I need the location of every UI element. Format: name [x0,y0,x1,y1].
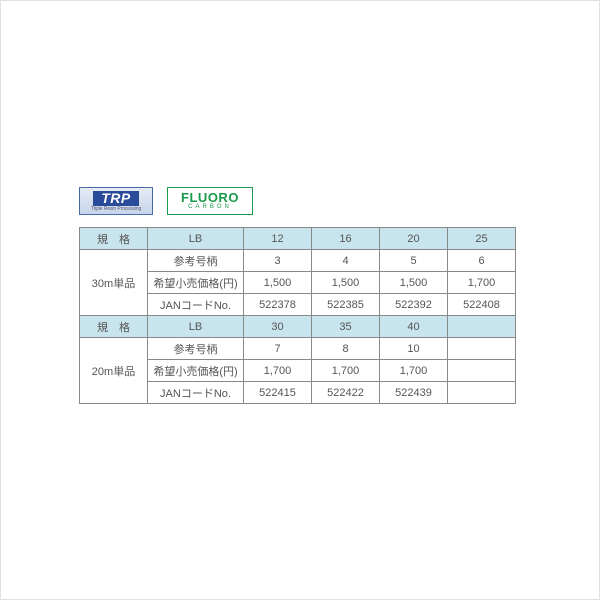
lb-cell: 16 [312,228,380,250]
lb-cell: 20 [380,228,448,250]
row-label: 参考号柄 [148,338,244,360]
trp-badge: TRP Triple Resin Processing [79,187,153,215]
spec-header: 規 格 [80,316,148,338]
lb-header: LB [148,228,244,250]
value-cell: 522439 [380,382,448,404]
table-row: 30m単品 参考号柄 3 4 5 6 [80,250,516,272]
value-cell: 6 [448,250,516,272]
value-cell: 522422 [312,382,380,404]
fluoro-badge-main: FLUORO [181,191,239,204]
row-label: JANコードNo. [148,382,244,404]
empty-cell [448,360,516,382]
value-cell: 522385 [312,294,380,316]
trp-badge-main: TRP [93,191,139,206]
fluoro-badge-sub: CARBON [188,204,232,211]
value-cell: 1,700 [312,360,380,382]
table-row: 規 格 LB 12 16 20 25 [80,228,516,250]
value-cell: 522378 [244,294,312,316]
value-cell: 1,700 [244,360,312,382]
value-cell: 5 [380,250,448,272]
spec-table: 規 格 LB 12 16 20 25 30m単品 参考号柄 3 4 5 6 希望… [79,227,516,404]
value-cell: 522415 [244,382,312,404]
table-row: 規 格 LB 30 35 40 [80,316,516,338]
value-cell: 7 [244,338,312,360]
value-cell: 1,500 [380,272,448,294]
value-cell: 1,700 [448,272,516,294]
value-cell: 3 [244,250,312,272]
row-label: 参考号柄 [148,250,244,272]
spec-cell: 30m単品 [80,250,148,316]
trp-badge-sub: Triple Resin Processing [91,206,141,212]
lb-cell: 35 [312,316,380,338]
empty-cell [448,316,516,338]
lb-header: LB [148,316,244,338]
lb-cell: 25 [448,228,516,250]
value-cell: 8 [312,338,380,360]
row-label: 希望小売価格(円) [148,272,244,294]
value-cell: 1,500 [244,272,312,294]
lb-cell: 12 [244,228,312,250]
empty-cell [448,338,516,360]
fluoro-badge: FLUORO CARBON [167,187,253,215]
row-label: 希望小売価格(円) [148,360,244,382]
value-cell: 522392 [380,294,448,316]
value-cell: 1,700 [380,360,448,382]
value-cell: 4 [312,250,380,272]
value-cell: 522408 [448,294,516,316]
lb-cell: 30 [244,316,312,338]
spec-cell: 20m単品 [80,338,148,404]
value-cell: 10 [380,338,448,360]
table-row: 20m単品 参考号柄 7 8 10 [80,338,516,360]
badge-row: TRP Triple Resin Processing FLUORO CARBO… [79,187,516,215]
value-cell: 1,500 [312,272,380,294]
row-label: JANコードNo. [148,294,244,316]
lb-cell: 40 [380,316,448,338]
empty-cell [448,382,516,404]
spec-header: 規 格 [80,228,148,250]
